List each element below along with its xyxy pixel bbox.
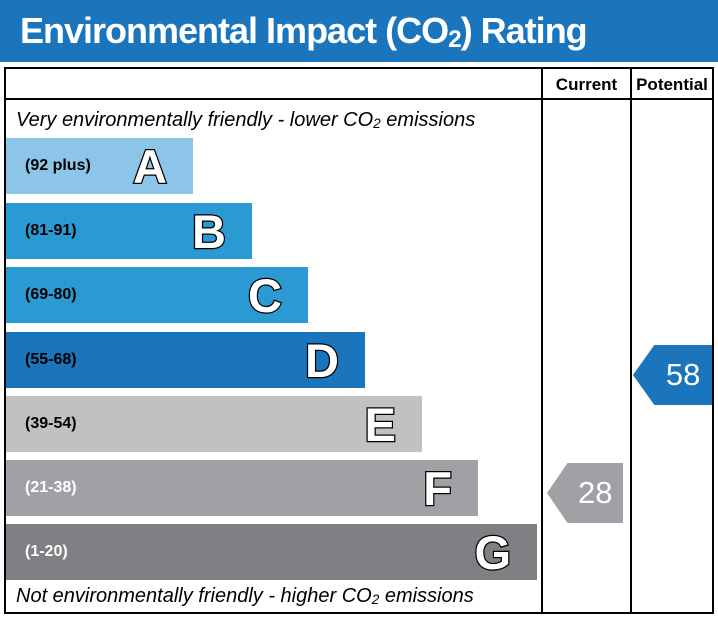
top-note-subscript: 2 bbox=[373, 116, 381, 132]
potential-column-divider bbox=[630, 69, 632, 612]
band-e-letter: E bbox=[363, 397, 397, 451]
band-d: (55-68) D bbox=[6, 332, 365, 388]
rating-table: Current Potential Very environmentally f… bbox=[4, 67, 714, 614]
current-column-header: Current bbox=[555, 75, 618, 94]
band-g-letter: G bbox=[473, 525, 512, 579]
potential-rating-value: 58 bbox=[665, 357, 701, 392]
current-rating-arrow: 28 bbox=[547, 463, 623, 523]
band-f-letter: F bbox=[422, 461, 453, 515]
current-rating-value: 28 bbox=[578, 475, 613, 510]
band-d-range: (55-68) bbox=[25, 351, 77, 368]
bottom-note: Not environmentally friendly - higher CO… bbox=[16, 580, 474, 612]
bottom-note-suffix: emissions bbox=[379, 585, 474, 607]
band-f: (21-38) F bbox=[6, 460, 478, 516]
top-note-suffix: emissions bbox=[380, 109, 476, 131]
band-d-letter: D bbox=[304, 333, 340, 387]
current-column-divider bbox=[541, 69, 543, 612]
band-e: (39-54) E bbox=[6, 396, 422, 452]
top-note: Very environmentally friendly - lower CO… bbox=[16, 102, 475, 138]
band-c: (69-80) C bbox=[6, 267, 308, 323]
band-f-range: (21-38) bbox=[25, 479, 77, 496]
band-b: (81-91) B bbox=[6, 203, 252, 259]
band-g-range: (1-20) bbox=[25, 543, 68, 560]
chart-title-text: Environmental Impact (CO bbox=[20, 10, 449, 51]
band-c-letter: C bbox=[247, 268, 283, 322]
bottom-note-subscript: 2 bbox=[371, 592, 380, 608]
chart-title-bar: Environmental Impact (CO2) Rating bbox=[0, 0, 718, 62]
potential-rating-arrow: 58 bbox=[633, 345, 712, 405]
band-a-range: (92 plus) bbox=[25, 157, 91, 174]
chart-title-subscript: 2 bbox=[448, 26, 462, 54]
band-b-letter: B bbox=[191, 204, 227, 258]
band-e-range: (39-54) bbox=[25, 415, 77, 432]
band-b-range: (81-91) bbox=[25, 222, 77, 239]
chart-title: Environmental Impact (CO2) Rating bbox=[0, 0, 718, 62]
potential-column-header: Potential bbox=[636, 75, 708, 94]
top-note-text: Very environmentally friendly - lower CO bbox=[16, 109, 374, 131]
band-g: (1-20) G bbox=[6, 524, 537, 580]
bottom-note-text: Not environmentally friendly - higher CO bbox=[16, 585, 372, 607]
chart-title-suffix: ) Rating bbox=[460, 10, 588, 51]
band-a: (92 plus) A bbox=[6, 138, 193, 194]
band-a-letter: A bbox=[132, 139, 168, 193]
table-header-row bbox=[6, 69, 712, 100]
band-c-range: (69-80) bbox=[25, 286, 77, 303]
